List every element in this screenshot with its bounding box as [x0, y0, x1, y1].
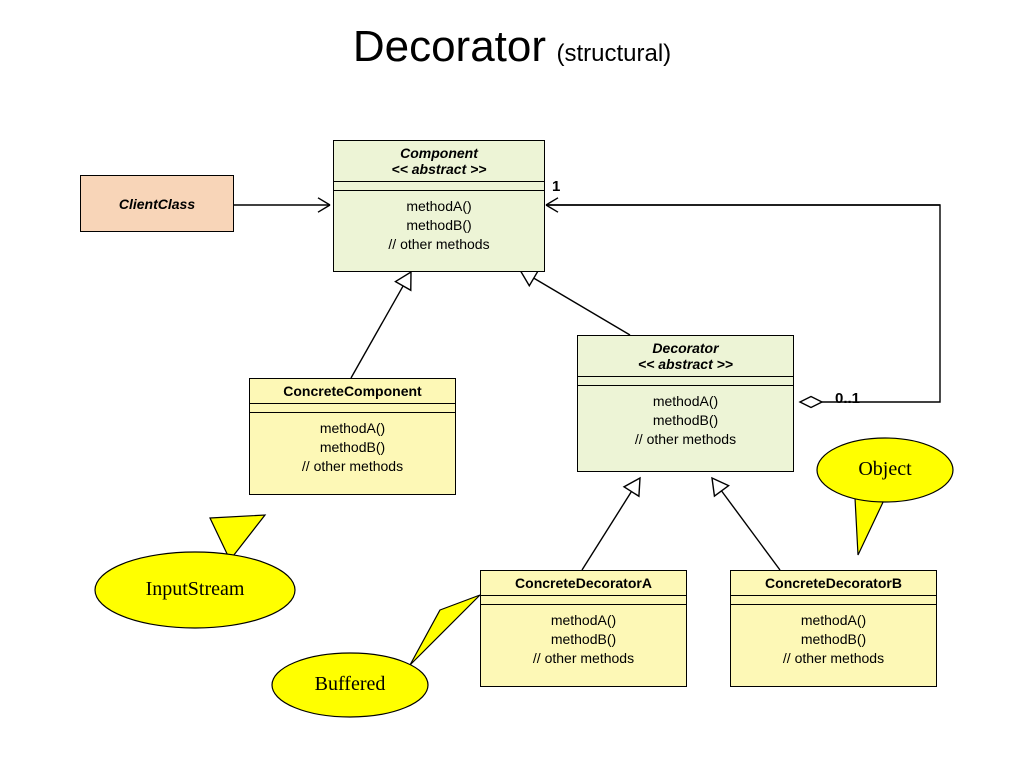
class-name: ConcreteDecoratorA	[481, 571, 686, 596]
class-box-clientclass: ClientClass	[80, 175, 234, 232]
attributes-compartment	[578, 377, 793, 386]
attributes-compartment	[481, 596, 686, 605]
class-name: Component << abstract >>	[334, 141, 544, 182]
class-name: ConcreteComponent	[250, 379, 455, 404]
callout-label-object: Object	[817, 458, 953, 481]
multiplicity-one: 1	[552, 178, 560, 195]
callout-label-inputstream: InputStream	[95, 578, 295, 601]
class-name: ConcreteDecoratorB	[731, 571, 936, 596]
methods-compartment: methodA() methodB() // other methods	[731, 605, 936, 674]
class-box-concrete-decorator-a: ConcreteDecoratorA methodA() methodB() /…	[480, 570, 687, 687]
methods-compartment: methodA() methodB() // other methods	[334, 191, 544, 260]
methods-compartment: methodA() methodB() // other methods	[481, 605, 686, 674]
attributes-compartment	[334, 182, 544, 191]
attributes-compartment	[250, 404, 455, 413]
class-box-concrete-component: ConcreteComponent methodA() methodB() //…	[249, 378, 456, 495]
callout-label-buffered: Buffered	[272, 673, 428, 696]
class-box-concrete-decorator-b: ConcreteDecoratorB methodA() methodB() /…	[730, 570, 937, 687]
title-main: Decorator	[353, 22, 546, 71]
methods-compartment: methodA() methodB() // other methods	[578, 386, 793, 455]
class-name: Decorator << abstract >>	[578, 336, 793, 377]
class-box-component: Component << abstract >> methodA() metho…	[333, 140, 545, 272]
class-name: ClientClass	[81, 192, 233, 216]
attributes-compartment	[731, 596, 936, 605]
methods-compartment: methodA() methodB() // other methods	[250, 413, 455, 482]
multiplicity-zero-one: 0..1	[835, 390, 860, 407]
class-box-decorator: Decorator << abstract >> methodA() metho…	[577, 335, 794, 472]
title-sub: (structural)	[556, 40, 671, 67]
diagram-title: Decorator (structural)	[0, 22, 1024, 72]
